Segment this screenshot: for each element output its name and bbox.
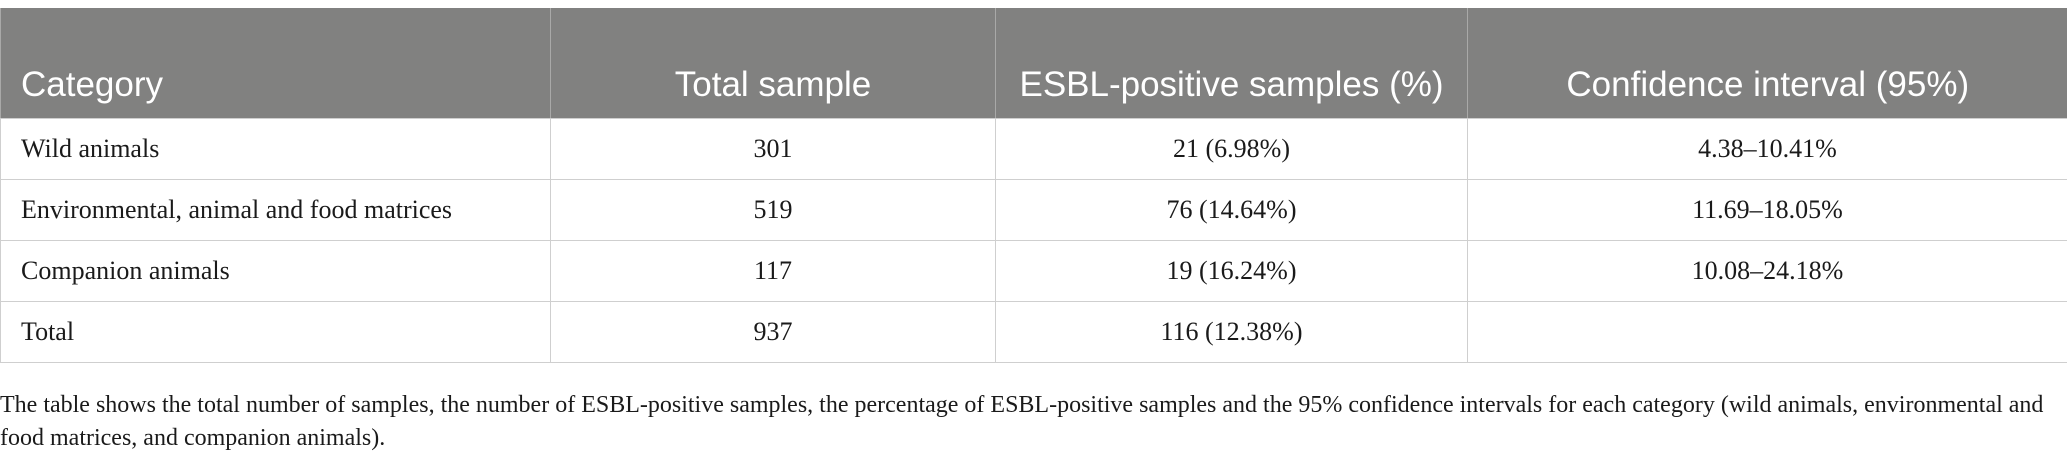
cell-total-sample: 117	[550, 239, 996, 302]
cell-total-sample: 301	[550, 117, 996, 180]
cell-category: Total	[0, 300, 551, 363]
table-body: Wild animals 301 21 (6.98%) 4.38–10.41% …	[0, 117, 2067, 363]
cell-total-sample: 519	[550, 178, 996, 241]
table-row: Companion animals 117 19 (16.24%) 10.08–…	[0, 239, 2067, 302]
table-row-total: Total 937 116 (12.38%)	[0, 300, 2067, 363]
header-row: Category Total sample ESBL-positive samp…	[0, 8, 2067, 119]
table-row: Wild animals 301 21 (6.98%) 4.38–10.41%	[0, 117, 2067, 180]
header-esbl-positive: ESBL-positive samples (%)	[995, 8, 1468, 119]
esbl-results-table: Category Total sample ESBL-positive samp…	[0, 8, 2067, 363]
cell-category: Environmental, animal and food matrices	[0, 178, 551, 241]
table-header: Category Total sample ESBL-positive samp…	[0, 8, 2067, 119]
header-confidence-interval: Confidence interval (95%)	[1467, 8, 2067, 119]
cell-esbl-positive: 21 (6.98%)	[995, 117, 1468, 180]
header-category: Category	[0, 8, 551, 119]
cell-esbl-positive: 116 (12.38%)	[995, 300, 1468, 363]
data-table-container: Category Total sample ESBL-positive samp…	[0, 8, 2067, 363]
cell-confidence-interval: 11.69–18.05%	[1467, 178, 2067, 241]
cell-confidence-interval: 10.08–24.18%	[1467, 239, 2067, 302]
cell-esbl-positive: 76 (14.64%)	[995, 178, 1468, 241]
cell-confidence-interval	[1467, 300, 2067, 363]
table-row: Environmental, animal and food matrices …	[0, 178, 2067, 241]
cell-esbl-positive: 19 (16.24%)	[995, 239, 1468, 302]
table-footnote: The table shows the total number of samp…	[0, 392, 2044, 451]
cell-category: Wild animals	[0, 117, 551, 180]
cell-category: Companion animals	[0, 239, 551, 302]
cell-total-sample: 937	[550, 300, 996, 363]
cell-confidence-interval: 4.38–10.41%	[1467, 117, 2067, 180]
header-total-sample: Total sample	[550, 8, 996, 119]
